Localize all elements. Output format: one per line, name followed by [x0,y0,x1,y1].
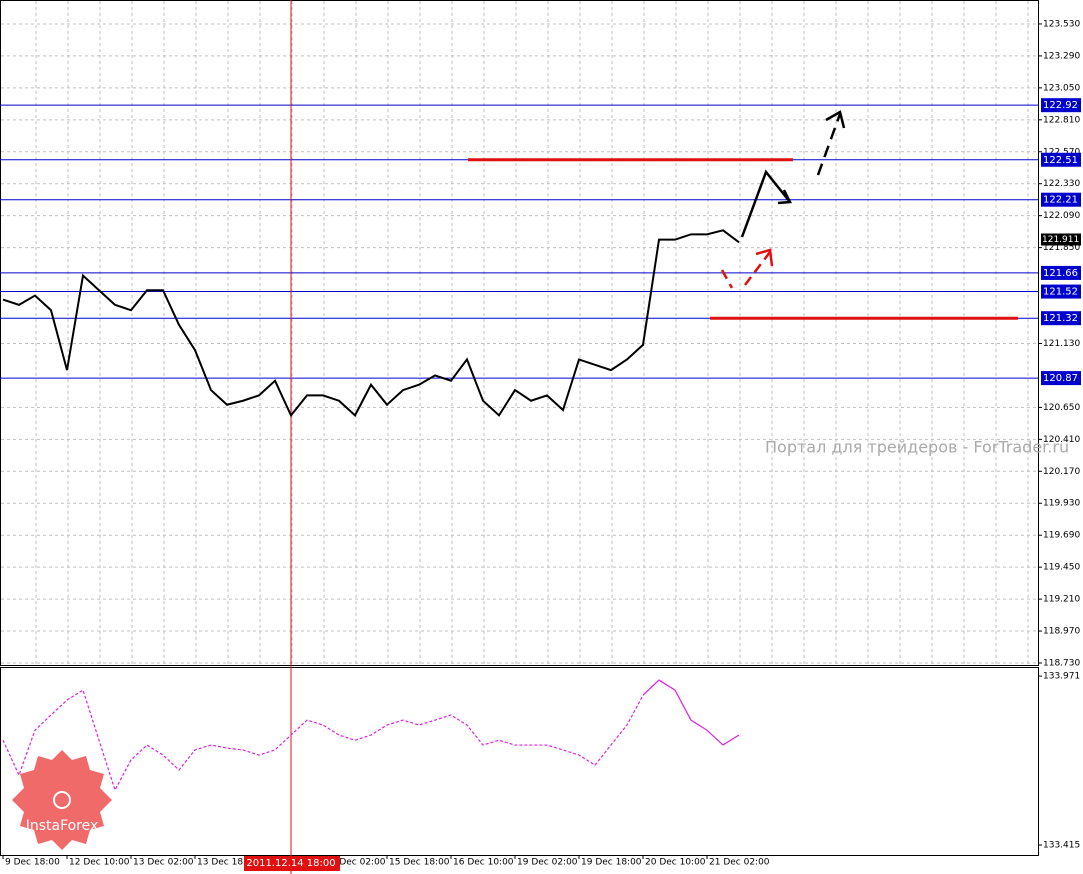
level-label: 120.87 [1043,373,1078,384]
y-tick-label: 123.530 [1043,19,1080,29]
y-tick-label: 120.170 [1043,467,1080,477]
logo-badge [12,750,112,850]
level-label-box [1041,98,1081,113]
arrow [720,269,734,289]
level-label: 122.51 [1043,155,1078,166]
series-line [642,679,740,746]
y-tick-label: 119.690 [1043,531,1080,541]
level-label-box [1041,371,1081,386]
arrow [816,113,842,176]
x-tick-label: 16 Dec 10:00 [453,858,514,868]
arrow [744,251,771,286]
level-label: 122.92 [1043,100,1078,111]
indicator-pane-frame [0,667,1039,856]
y-tick-label: 118.970 [1043,627,1080,637]
cursor-label-box [244,856,340,871]
logo: InstaForex [12,750,112,850]
level-label-box [1041,192,1081,207]
y-tick-label: 123.290 [1043,51,1080,61]
y-tick-label: 122.810 [1043,115,1080,125]
y-tick-label: 133.971 [1043,672,1080,682]
arrow-head [825,110,846,129]
current-price-box [1041,233,1081,246]
y-tick-label: 120.410 [1043,435,1080,445]
y-tick-label: 120.650 [1043,403,1080,413]
current-price-label: 121.911 [1042,235,1079,245]
level-label-box [1041,284,1081,299]
logo-text: InstaForex [26,818,99,834]
series-line [2,229,740,418]
level-label-box [1041,311,1081,326]
logo-icon [53,791,71,809]
y-tick-label: 119.450 [1043,563,1080,573]
level-label: 122.21 [1043,195,1078,206]
x-tick-label: 9 Dec 18:00 [5,858,60,868]
cursor-label: 2011.12.14 18:00 [246,858,335,869]
x-tick-label: 13 Dec 18:00 [197,858,258,868]
y-tick-label: 121.130 [1043,339,1080,349]
y-tick-label: 122.090 [1043,211,1080,221]
arrow-head [755,248,774,267]
series-line [2,689,644,792]
arrow-head [777,189,792,205]
x-tick-label: 19 Dec 18:00 [581,858,642,868]
level-label: 121.32 [1043,313,1078,324]
price-pane-frame [0,0,1039,666]
level-label-box [1041,265,1081,280]
y-tick-label: 119.210 [1043,595,1080,605]
y-tick-label: 133.415 [1043,840,1080,850]
y-tick-label: 123.050 [1043,83,1080,93]
x-tick-label: 19 Dec 02:00 [517,858,578,868]
x-tick-label: 21 Dec 02:00 [709,858,770,868]
level-label: 121.52 [1043,287,1078,298]
y-tick-label: 122.570 [1043,147,1080,157]
arrow [740,169,791,238]
watermark: Портал для трейдеров - ForTrader.ru [765,438,1069,457]
x-tick-label: 15 Dec 18:00 [389,858,450,868]
x-tick-label: 12 Dec 10:00 [69,858,130,868]
x-tick-label: 15 Dec 02:00 [325,858,386,868]
level-label: 121.66 [1043,268,1078,279]
x-tick-label: 13 Dec 02:00 [133,858,194,868]
y-tick-label: 122.330 [1043,179,1080,189]
y-tick-label: 121.850 [1043,243,1080,253]
x-tick-label: 20 Dec 10:00 [645,858,706,868]
y-tick-label: 119.930 [1043,499,1080,509]
level-label-box [1041,152,1081,167]
forecast-arrows [720,110,846,289]
y-tick-label: 118.730 [1043,659,1080,669]
